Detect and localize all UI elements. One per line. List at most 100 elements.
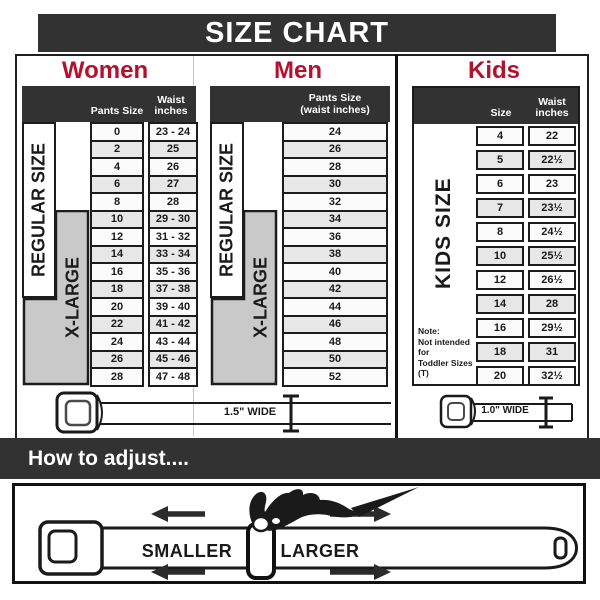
table-row: 26 45 - 46 [90,349,198,369]
table-cell-waist: 28 [528,294,576,314]
adjust-illustration [38,487,578,580]
table-cell-size: 20 [476,366,524,386]
table-row: 14 28 [476,292,576,316]
heading-kids: Kids [467,57,520,84]
table-row: 12 26½ [476,268,576,292]
table-row: 24 43 - 44 [90,332,198,352]
xlarge-zone-shape [210,210,278,386]
kids-belt-width-label: 1.0" WIDE [481,405,529,416]
divider-men-kids [395,54,398,438]
women-regular-size-label: REGULAR SIZE [22,122,56,298]
table-cell-size: 7 [476,198,524,218]
men-table-header: Pants Size (waist inches) [210,86,390,122]
table-row: 52 [282,367,388,387]
hand-icon [249,487,419,533]
women-table-rows: 0 23 - 24 2 25 4 26 6 27 8 28 10 29 - 30… [90,122,198,387]
table-row: 28 47 - 48 [90,367,198,387]
kids-col-waist: Waist inches [535,95,569,120]
smaller-label: SMALLER [141,541,233,561]
table-row: 30 [282,174,388,194]
title-bar: SIZE CHART [38,14,556,52]
table-cell-waist: 22 [528,126,576,146]
table-row: 10 29 - 30 [90,209,198,229]
table-row: 6 23 [476,172,576,196]
table-row: 16 35 - 36 [90,262,198,282]
adult-belt-width-label: 1.5" WIDE [223,406,277,418]
women-table-header: Pants Size Waist inches [22,86,196,122]
kids-table-header: Size Waist inches [414,88,578,124]
table-row: 8 24½ [476,220,576,244]
table-cell-waist: 35 - 36 [148,262,198,282]
adjust-heading: How to adjust.... [28,446,189,470]
men-regular-size-label: REGULAR SIZE [210,122,244,298]
page-title: SIZE CHART [205,16,389,49]
table-cell-size: 12 [476,270,524,290]
table-cell-waist: 23 - 24 [148,122,198,142]
table-cell-waist: 29 - 30 [148,209,198,229]
kids-table-rows: 4 22 5 22½ 6 23 7 23½ 8 24½ 10 25½ 12 26… [476,124,576,388]
kids-belt-buckle-icon [439,394,476,429]
kids-size-table: Size Waist inches KIDS SIZE Note: Not in… [412,86,580,386]
belt-buckle-icon [38,520,104,576]
table-row: 16 29½ [476,316,576,340]
table-row: 20 39 - 40 [90,297,198,317]
adult-belt-strap-icon [100,402,391,425]
table-row: 4 22 [476,124,576,148]
kids-note: Note: Not intended for Toddler Sizes (T) [418,325,473,379]
table-cell-waist: 47 - 48 [148,367,198,387]
belt-strap-icon [102,526,578,570]
table-cell-waist: 25½ [528,246,576,266]
table-row: 18 31 [476,340,576,364]
men-col-pants-size: Pants Size (waist inches) [300,92,370,116]
kids-width-marker-icon [539,396,553,429]
arrow-right-icon [330,564,391,580]
women-size-table: Pants Size Waist inches REGULAR SIZE X-L… [22,86,198,387]
arrow-left-icon [151,506,205,522]
table-cell-waist: 23½ [528,198,576,218]
table-cell-size: 30 [282,174,388,194]
kids-belt-strap-icon [474,403,573,422]
belt-width-illustrations [55,391,573,434]
table-cell-size: 5 [476,150,524,170]
women-xlarge-label: X-LARGE [62,257,83,339]
kids-col-size: Size [490,107,512,120]
table-row: 4 26 [90,157,198,177]
table-cell-waist: 23 [528,174,576,194]
heading-women: Women [61,57,149,84]
women-col-waist: Waist inches [154,93,188,118]
men-table-rows: 24 26 28 30 32 34 36 38 40 42 44 46 48 5… [282,122,388,387]
table-cell-size: 8 [476,222,524,242]
kids-size-label: KIDS SIZE [432,177,455,289]
table-cell-size: 18 [476,342,524,362]
table-cell-waist: 22½ [528,150,576,170]
content-frame [15,54,589,438]
xlarge-zone-shape [22,210,90,386]
table-row: 5 22½ [476,148,576,172]
table-cell-size: 14 [476,294,524,314]
table-cell-size: 10 [476,246,524,266]
adjust-illustration-frame [12,483,586,584]
table-cell-waist: 24½ [528,222,576,242]
table-cell-size: 28 [90,367,144,387]
men-xlarge-label: X-LARGE [250,257,271,339]
table-row: 7 23½ [476,196,576,220]
table-row: 20 32½ [476,364,576,388]
table-row: 10 25½ [476,244,576,268]
adjust-section-bar: How to adjust.... [0,438,600,479]
adult-belt-buckle-icon [55,391,103,434]
table-row: 8 28 [90,192,198,212]
table-row: 22 41 - 42 [90,314,198,334]
table-cell-waist: 26½ [528,270,576,290]
women-col-pants-size: Pants Size [90,105,144,118]
table-cell-waist: 41 - 42 [148,314,198,334]
table-cell-size: 24 [90,332,144,352]
table-cell-size: 6 [476,174,524,194]
table-cell-waist: 29½ [528,318,576,338]
table-cell-waist: 32½ [528,366,576,386]
men-size-table: Pants Size (waist inches) REGULAR SIZE X… [210,86,390,387]
adult-width-marker-icon [283,394,299,433]
table-cell-size: 16 [476,318,524,338]
table-cell-size: 4 [476,126,524,146]
table-cell-size: 52 [282,367,388,387]
